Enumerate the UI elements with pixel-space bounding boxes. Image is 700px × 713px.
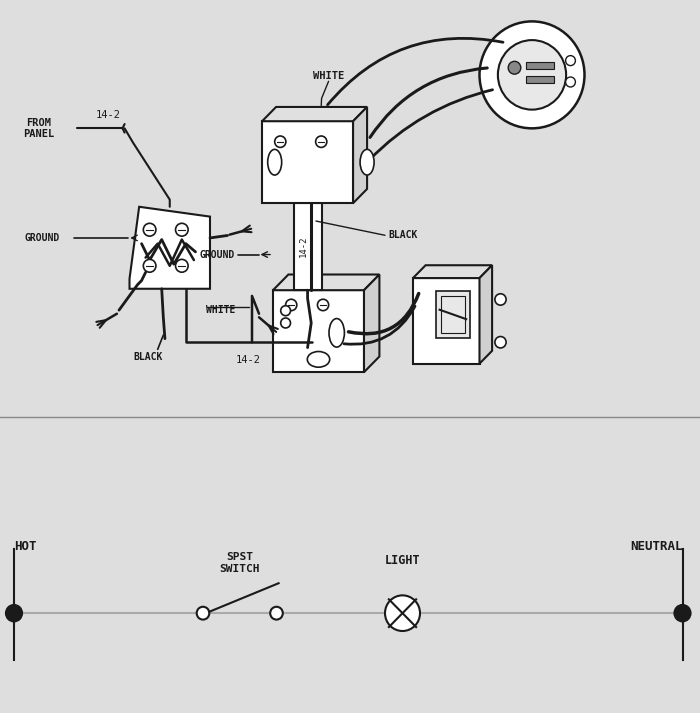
Polygon shape: [364, 275, 379, 372]
Ellipse shape: [267, 150, 281, 175]
Polygon shape: [262, 107, 367, 121]
Ellipse shape: [329, 319, 344, 347]
Polygon shape: [273, 275, 379, 290]
Text: 14-2: 14-2: [236, 355, 261, 365]
Ellipse shape: [360, 150, 374, 175]
Polygon shape: [413, 265, 492, 278]
Polygon shape: [480, 265, 492, 364]
Circle shape: [495, 337, 506, 348]
Text: BLACK: BLACK: [389, 230, 418, 240]
Circle shape: [673, 604, 692, 622]
Circle shape: [495, 294, 506, 305]
Text: FROM
PANEL: FROM PANEL: [23, 118, 54, 139]
Bar: [441, 296, 465, 333]
Circle shape: [508, 61, 521, 74]
Circle shape: [317, 299, 329, 311]
Circle shape: [385, 595, 420, 631]
Circle shape: [566, 56, 575, 66]
Circle shape: [144, 260, 156, 272]
Text: SPST: SPST: [226, 552, 253, 562]
Circle shape: [281, 306, 290, 316]
Circle shape: [144, 223, 156, 236]
Circle shape: [498, 40, 566, 110]
Circle shape: [176, 260, 188, 272]
Text: GROUND: GROUND: [199, 250, 234, 260]
Circle shape: [316, 136, 327, 148]
Ellipse shape: [307, 352, 330, 367]
Circle shape: [281, 318, 290, 328]
Text: 14-2: 14-2: [96, 110, 121, 120]
Text: 14-2: 14-2: [298, 236, 307, 257]
Bar: [413, 278, 480, 364]
Text: WHITE: WHITE: [313, 71, 344, 81]
Text: WHITE: WHITE: [206, 305, 236, 315]
Bar: [273, 290, 364, 372]
Text: BLACK: BLACK: [133, 352, 162, 361]
Text: SWITCH: SWITCH: [220, 564, 260, 574]
Circle shape: [274, 136, 286, 148]
Bar: [526, 76, 554, 83]
Bar: [293, 203, 321, 290]
Circle shape: [286, 299, 297, 311]
Circle shape: [566, 77, 575, 87]
Text: LIGHT: LIGHT: [385, 554, 420, 567]
Polygon shape: [353, 107, 367, 203]
Polygon shape: [130, 207, 210, 289]
Text: HOT: HOT: [14, 540, 36, 553]
Circle shape: [5, 604, 23, 622]
Bar: [526, 62, 554, 69]
Circle shape: [480, 21, 584, 128]
Circle shape: [197, 607, 209, 620]
Bar: [262, 121, 353, 203]
Text: GROUND: GROUND: [25, 233, 60, 243]
Text: NEUTRAL: NEUTRAL: [630, 540, 682, 553]
Circle shape: [270, 607, 283, 620]
Bar: [436, 291, 470, 338]
Circle shape: [176, 223, 188, 236]
